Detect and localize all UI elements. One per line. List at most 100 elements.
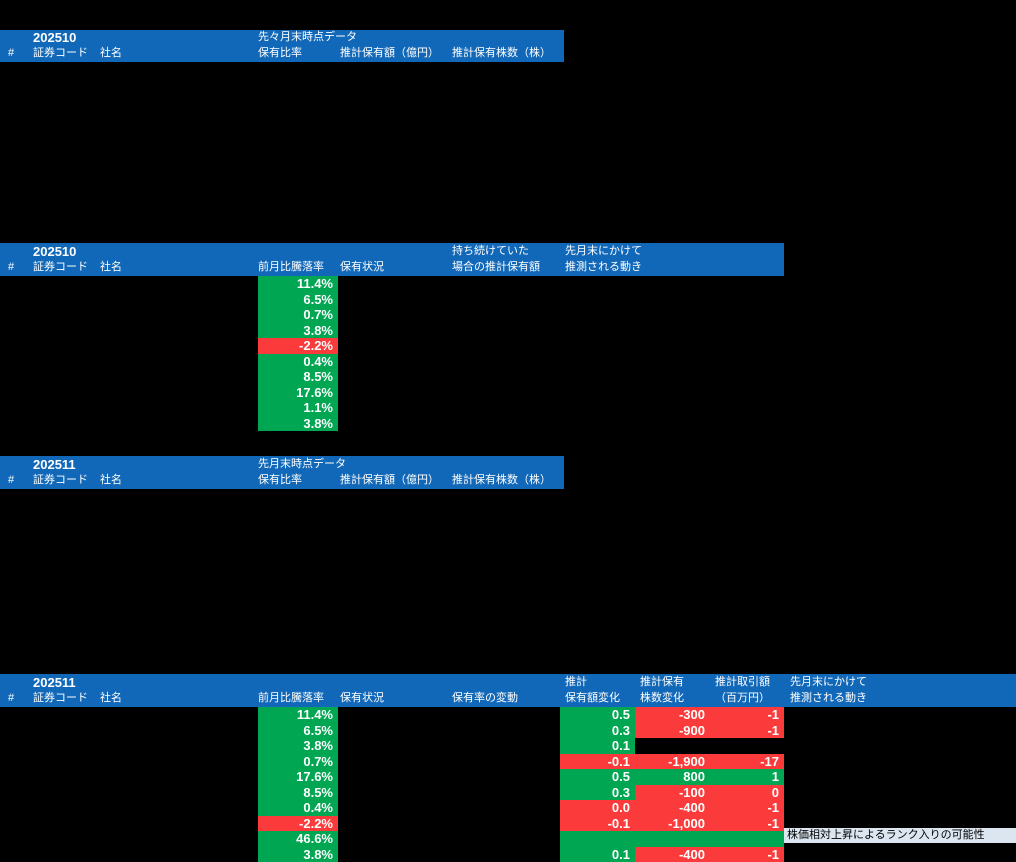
table3-period[interactable]: 202511 xyxy=(33,457,76,472)
table4-col-pct-change: 前月比騰落率 xyxy=(258,691,324,706)
table1-header-band: 202510 先々月末時点データ # 証券コード 社名 保有比率 推計保有額（億… xyxy=(0,30,564,62)
pct-change-cell[interactable]: 8.5% xyxy=(258,785,338,801)
pct-change-cell[interactable]: 0.4% xyxy=(258,354,338,370)
table2-rows: 11.4% 6.5% 0.7% 3.8% -2.2% 0.4% 8.5% 17.… xyxy=(0,276,1016,431)
pct-change-cell[interactable]: 11.4% xyxy=(258,707,338,723)
trade-amount-cell[interactable]: -17 xyxy=(710,754,784,770)
share-count-change-cell[interactable]: -400 xyxy=(635,800,710,816)
table2-col-hold-line2: 場合の推計保有額 xyxy=(452,260,540,275)
pct-change-cell[interactable]: -2.2% xyxy=(258,338,338,354)
table1-col-amount: 推計保有額（億円） xyxy=(340,46,439,61)
holding-amount-change-cell[interactable]: 0.5 xyxy=(560,707,635,723)
trade-amount-cell[interactable]: 1 xyxy=(710,769,784,785)
share-count-change-cell[interactable]: -900 xyxy=(635,723,710,739)
table1-col-ticker: 証券コード xyxy=(33,46,88,61)
table2-col-move-line1: 先月末にかけて xyxy=(565,244,642,259)
table1-period[interactable]: 202510 xyxy=(33,30,76,45)
pct-change-cell[interactable]: 6.5% xyxy=(258,723,338,739)
table2-col-move-line2: 推測される動き xyxy=(565,260,642,275)
share-count-change-cell[interactable]: -1,000 xyxy=(635,816,710,832)
pct-change-cell[interactable]: 17.6% xyxy=(258,769,338,785)
pct-change-cell[interactable]: 0.7% xyxy=(258,307,338,323)
pct-change-cell[interactable]: 11.4% xyxy=(258,276,338,292)
table4-period[interactable]: 202511 xyxy=(33,675,76,690)
table2-row[interactable]: 0.7% xyxy=(0,307,1016,323)
table4-col-amount-line1: 推計 xyxy=(565,675,587,690)
pct-change-cell[interactable]: 0.7% xyxy=(258,754,338,770)
rank-in-note: 株価相対上昇によるランク入りの可能性 xyxy=(784,828,1016,843)
table1-note: 先々月末時点データ xyxy=(258,30,357,45)
pct-change-cell[interactable]: 17.6% xyxy=(258,385,338,401)
pct-change-cell[interactable]: 3.8% xyxy=(258,738,338,754)
table4-col-shares-line1: 推計保有 xyxy=(640,675,684,690)
table2-row[interactable]: 6.5% xyxy=(0,292,1016,308)
table4-col-company: 社名 xyxy=(100,691,122,706)
holding-amount-change-cell[interactable]: 0.1 xyxy=(560,738,635,754)
trade-amount-cell[interactable]: -1 xyxy=(710,816,784,832)
share-count-change-cell[interactable]: -1,900 xyxy=(635,754,710,770)
holding-amount-change-cell[interactable]: -0.1 xyxy=(560,754,635,770)
table2-row[interactable]: 1.1% xyxy=(0,400,1016,416)
table4-row[interactable]: 3.8% 0.1 xyxy=(0,738,1016,754)
pct-change-cell[interactable]: 6.5% xyxy=(258,292,338,308)
table4-row[interactable]: 11.4% 0.5 -300 -1 xyxy=(0,707,1016,723)
table2-row[interactable]: -2.2% xyxy=(0,338,1016,354)
pct-change-cell[interactable]: 8.5% xyxy=(258,369,338,385)
table4-col-move-line2: 推測される動き xyxy=(790,691,867,706)
holding-amount-change-cell[interactable]: -0.1 xyxy=(560,816,635,832)
table2-header-band: 202510 持ち続けていた 先月末にかけて # 証券コード 社名 前月比騰落率… xyxy=(0,243,784,276)
share-count-change-cell[interactable]: -100 xyxy=(635,785,710,801)
table4-row[interactable]: 17.6% 0.5 800 1 xyxy=(0,769,1016,785)
share-count-change-cell[interactable]: -300 xyxy=(635,707,710,723)
pct-change-cell[interactable]: 46.6% xyxy=(258,831,338,847)
holding-amount-change-cell[interactable]: 0.5 xyxy=(560,769,635,785)
table2-row[interactable]: 0.4% xyxy=(0,354,1016,370)
table2-row[interactable]: 3.8% xyxy=(0,323,1016,339)
table4-row[interactable]: 0.7% -0.1 -1,900 -17 xyxy=(0,754,1016,770)
table4-row[interactable]: 6.5% 0.3 -900 -1 xyxy=(0,723,1016,739)
table2-col-ticker: 証券コード xyxy=(33,260,88,275)
table4-row[interactable]: 8.5% 0.3 -100 0 xyxy=(0,785,1016,801)
holding-amount-change-cell[interactable]: 0.3 xyxy=(560,785,635,801)
holding-amount-change-cell[interactable] xyxy=(560,831,635,847)
table4-col-number: # xyxy=(8,691,14,706)
table3-col-company: 社名 xyxy=(100,473,122,488)
table4-col-move-line1: 先月末にかけて xyxy=(790,675,867,690)
table3-col-ticker: 証券コード xyxy=(33,473,88,488)
table4-col-ticker: 証券コード xyxy=(33,691,88,706)
table2-row[interactable]: 3.8% xyxy=(0,416,1016,432)
pct-change-cell[interactable]: 1.1% xyxy=(258,400,338,416)
table2-row[interactable]: 8.5% xyxy=(0,369,1016,385)
table4-col-shares-line2: 株数変化 xyxy=(640,691,684,706)
table3-col-number: # xyxy=(8,473,14,488)
trade-amount-cell[interactable]: -1 xyxy=(710,723,784,739)
pct-change-cell[interactable]: 3.8% xyxy=(258,323,338,339)
table2-col-company: 社名 xyxy=(100,260,122,275)
table2-period[interactable]: 202510 xyxy=(33,244,76,259)
trade-amount-cell[interactable] xyxy=(710,831,784,847)
trade-amount-cell[interactable]: 0 xyxy=(710,785,784,801)
trade-amount-cell[interactable]: -1 xyxy=(710,707,784,723)
table1-col-shares: 推計保有株数（株） xyxy=(452,46,551,61)
share-count-change-cell[interactable] xyxy=(635,738,710,754)
table3-col-ratio: 保有比率 xyxy=(258,473,302,488)
pct-change-cell[interactable]: 3.8% xyxy=(258,416,338,432)
table2-col-pct-change: 前月比騰落率 xyxy=(258,260,324,275)
table1-col-company: 社名 xyxy=(100,46,122,61)
table4-col-trade-line2: （百万円） xyxy=(715,691,770,706)
pct-change-cell[interactable]: -2.2% xyxy=(258,816,338,832)
trade-amount-cell[interactable]: -1 xyxy=(710,800,784,816)
share-count-change-cell[interactable]: 800 xyxy=(635,769,710,785)
table1-col-number: # xyxy=(8,46,14,61)
table4-col-status: 保有状況 xyxy=(340,691,384,706)
pct-change-cell[interactable]: 0.4% xyxy=(258,800,338,816)
table4-col-ratio-var: 保有率の変動 xyxy=(452,691,518,706)
holding-amount-change-cell[interactable]: 0.0 xyxy=(560,800,635,816)
share-count-change-cell[interactable] xyxy=(635,831,710,847)
table4-row[interactable]: 0.4% 0.0 -400 -1 xyxy=(0,800,1016,816)
table2-row[interactable]: 11.4% xyxy=(0,276,1016,292)
holding-amount-change-cell[interactable]: 0.3 xyxy=(560,723,635,739)
table2-row[interactable]: 17.6% xyxy=(0,385,1016,401)
trade-amount-cell[interactable] xyxy=(710,738,784,754)
